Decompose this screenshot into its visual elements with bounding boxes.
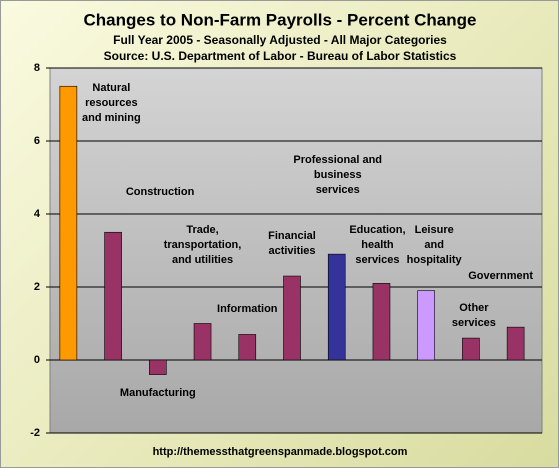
y-tick-label: 2 (34, 281, 40, 293)
plot-area (49, 67, 543, 434)
bar (462, 337, 480, 361)
y-tick-label: 8 (34, 62, 40, 74)
category-label: Leisure and hospitality (406, 224, 462, 266)
category-label: Education, health services (349, 224, 406, 266)
y-tick-label: 6 (34, 135, 40, 147)
category-label: Trade, transportation, and utilities (163, 224, 242, 266)
bar (238, 334, 257, 361)
category-label: Information (217, 303, 278, 315)
bar (327, 253, 346, 361)
source: Source: U.S. Department of Labor - Burea… (104, 49, 457, 63)
category-label: Manufacturing (119, 387, 196, 399)
category-label: Natural resources and mining (82, 82, 141, 124)
bar (59, 85, 78, 361)
category-label: Government (468, 270, 534, 282)
bar (417, 290, 435, 361)
y-tick-label: 0 (34, 354, 40, 366)
bar (506, 326, 525, 361)
footer: http://themessthatgreenspanmade.blogspot… (153, 446, 408, 458)
bar (193, 323, 212, 361)
category-label: Professional and business services (293, 154, 383, 196)
category-label: Other services (451, 302, 496, 329)
category-label: Financial activities (268, 230, 316, 257)
bar (283, 275, 301, 361)
category-label: Construction (125, 186, 195, 198)
y-tick-label: 4 (34, 208, 41, 220)
chart-title: Changes to Non-Farm Payrolls - Percent C… (84, 10, 477, 29)
subtitle: Full Year 2005 - Seasonally Adjusted - A… (113, 33, 447, 47)
bar (372, 283, 391, 361)
y-tick-label: -2 (30, 427, 40, 439)
bar (104, 231, 122, 361)
bar (149, 359, 167, 375)
